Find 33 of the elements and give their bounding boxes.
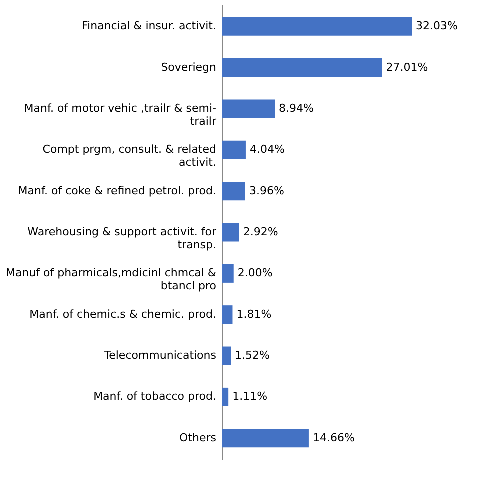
y-tick-label: Telecommunications bbox=[103, 349, 217, 362]
bar bbox=[222, 223, 240, 242]
data-label: 4.04% bbox=[250, 143, 285, 156]
y-tick-label: Manf. of chemic.s & chemic. prod. bbox=[30, 308, 216, 321]
data-label: 1.81% bbox=[236, 308, 272, 321]
bar bbox=[222, 17, 412, 36]
bar bbox=[222, 100, 276, 118]
data-label: 8.94% bbox=[279, 102, 314, 115]
bar bbox=[222, 140, 246, 160]
data-label: 1.52% bbox=[235, 349, 270, 362]
bar bbox=[222, 182, 246, 201]
y-tick-label: Manf. of coke & refined petrol. prod. bbox=[18, 184, 216, 198]
y-tick-label: Compt prgm, consult. & related activit. bbox=[42, 143, 216, 170]
bar bbox=[222, 429, 309, 448]
bar bbox=[222, 388, 229, 406]
y-tick-label: Manf. of motor vehic ,trailr & semi-trailr bbox=[24, 102, 217, 128]
data-label: 14.66% bbox=[312, 431, 355, 444]
bar bbox=[222, 58, 382, 78]
data-label: 32.03% bbox=[416, 20, 458, 33]
bar bbox=[222, 346, 232, 366]
y-tick-label: Soveriegn bbox=[161, 60, 217, 74]
y-tick-label: Manf. of tobacco prod. bbox=[94, 390, 216, 404]
data-label: 27.01% bbox=[386, 60, 428, 74]
bar bbox=[222, 264, 234, 283]
data-label: 2.92% bbox=[243, 226, 278, 238]
data-label: 2.00% bbox=[238, 266, 273, 280]
data-label: 3.96% bbox=[249, 184, 284, 198]
bar bbox=[222, 306, 233, 324]
data-label: 1.11% bbox=[232, 390, 268, 404]
y-tick-label: Financial & insur. activit. bbox=[82, 20, 216, 33]
y-tick-label: Manuf of pharmicals,mdicinl chmcal & btancl pro bbox=[6, 266, 217, 293]
y-tick-label: Warehousing & support activit. for transp. bbox=[28, 226, 217, 252]
y-tick-label: Others bbox=[180, 431, 217, 444]
